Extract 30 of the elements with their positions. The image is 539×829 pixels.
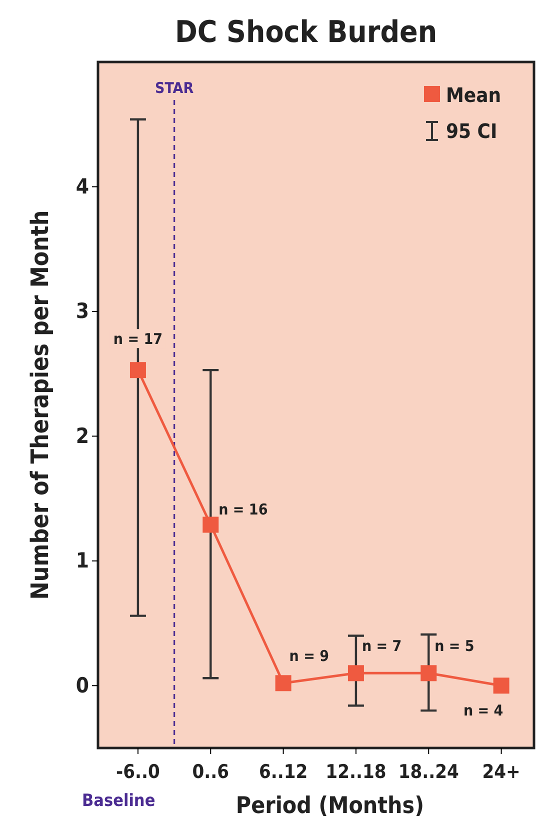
annotation: n = 4 [463,702,504,720]
annotation: n = 7 [362,637,402,656]
y-tick-label: 4 [76,174,89,198]
x-axis-title: Period (Months) [236,793,424,819]
point [348,665,364,682]
annotation: n = 16 [218,500,268,519]
x-tick-label: 6..12 [258,760,308,783]
point [493,678,510,694]
point [420,665,437,682]
y-axis-title: Number of Therapies per Month [26,210,54,600]
y-tick-label: 0 [76,673,89,698]
ref-line-label: STAR [154,79,194,97]
chart-title: DC Shock Burden [174,15,438,50]
y-tick-label: 1 [76,548,89,573]
point [130,362,146,378]
x-tick-label: 12..18 [326,760,386,783]
x-tick-label: 24+ [482,760,520,783]
y-tick-label: 3 [76,299,89,324]
x-tick-label: 18..24 [398,760,460,783]
point [202,516,219,533]
annotation: n = 5 [434,637,474,656]
text: Baseline [82,791,156,811]
legend-label: Mean [446,83,502,107]
x-tick-label: -6..0 [116,760,160,783]
point [275,675,292,692]
annotation: n = 9 [289,647,330,666]
y-tick-label: 2 [76,424,89,448]
annotation: 95 CI [446,119,498,143]
x-tick-label: 0..6 [192,760,230,783]
annotation: n = 17 [113,330,163,348]
